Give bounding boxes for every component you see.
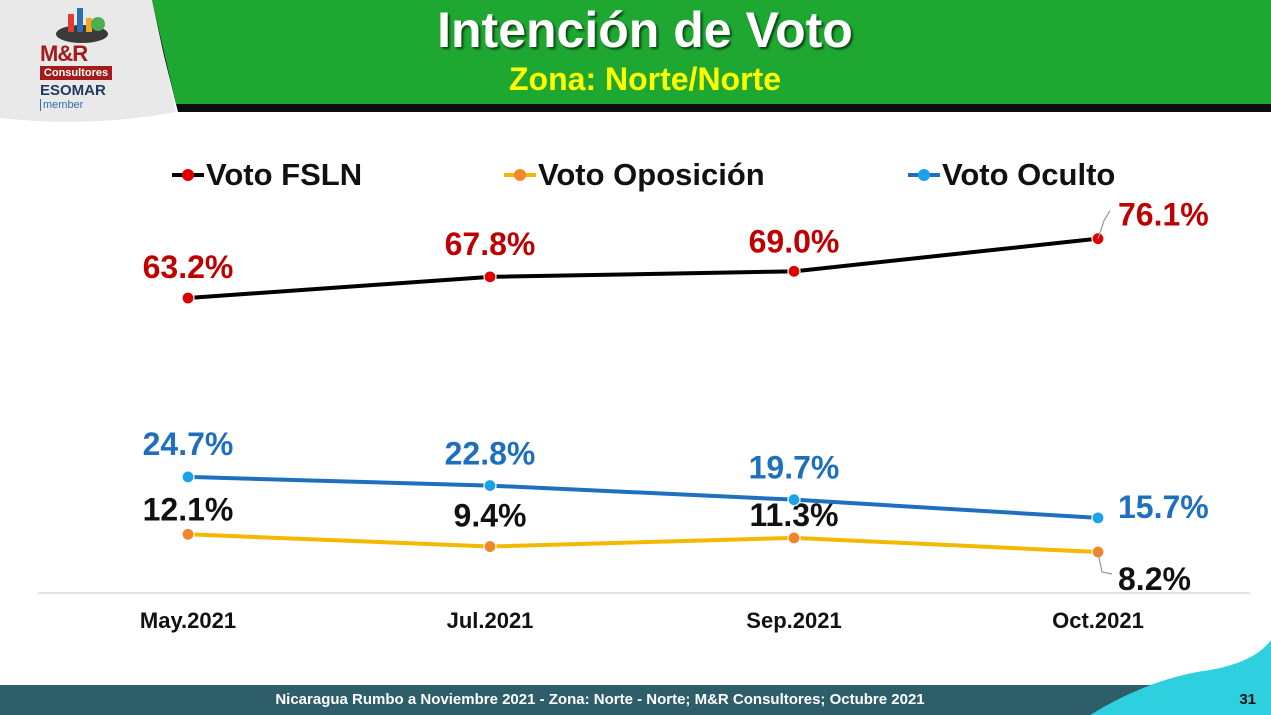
- legend-swatch-oculto: [908, 169, 940, 181]
- data-label-oculto: 19.7%: [749, 450, 840, 486]
- data-point-fsln: [181, 291, 195, 305]
- data-point-fsln: [787, 264, 801, 278]
- data-label-fsln: 76.1%: [1118, 197, 1209, 233]
- legend-label-oculto: Voto Oculto: [942, 157, 1116, 192]
- header-banner: [0, 0, 1271, 122]
- data-label-oposicion: 12.1%: [143, 491, 234, 527]
- series-line-oculto: [187, 474, 1099, 520]
- series-line-fsln: [187, 236, 1099, 300]
- data-point-oposicion: [181, 527, 195, 541]
- logo-member: member: [40, 99, 83, 111]
- data-point-oculto: [787, 493, 801, 507]
- leader-line-fsln: [1097, 210, 1111, 239]
- footer-accent-wave: [1090, 640, 1271, 715]
- data-label-fsln: 63.2%: [143, 249, 234, 285]
- x-tick-label: May.2021: [140, 608, 236, 633]
- data-point-oposicion: [787, 531, 801, 545]
- data-label-fsln: 67.8%: [445, 226, 536, 262]
- data-label-fsln: 69.0%: [749, 223, 840, 259]
- legend-label-fsln: Voto FSLN: [206, 157, 363, 192]
- footer-source: Nicaragua Rumbo a Noviembre 2021 - Zona:…: [275, 691, 925, 708]
- data-point-fsln: [483, 270, 497, 284]
- logo-association: ESOMAR: [40, 82, 106, 99]
- data-label-oposicion: 9.4%: [454, 498, 527, 534]
- series-line-oposicion: [187, 532, 1099, 554]
- logo-chart-icon: [56, 8, 108, 43]
- x-tick-label: Sep.2021: [746, 608, 841, 633]
- page-title: Intención de Voto: [437, 2, 853, 58]
- legend-swatch-oposicion: [504, 169, 536, 181]
- page-subtitle: Zona: Norte/Norte: [509, 61, 781, 97]
- data-point-oculto: [483, 478, 497, 493]
- data-label-oculto: 15.7%: [1118, 489, 1209, 525]
- logo-sub: Consultores: [40, 66, 112, 80]
- footer-bar: Nicaragua Rumbo a Noviembre 2021 - Zona:…: [0, 685, 1271, 715]
- leader-line-oposicion: [1097, 551, 1113, 575]
- data-label-oculto: 22.8%: [445, 436, 536, 472]
- legend-label-oposicion: Voto Oposición: [538, 157, 765, 192]
- x-tick-label: Oct.2021: [1052, 608, 1144, 633]
- page-number: 31: [1239, 691, 1256, 708]
- data-label-oposicion: 8.2%: [1118, 561, 1191, 597]
- legend-swatch-fsln: [172, 169, 204, 181]
- data-point-oposicion: [483, 539, 497, 554]
- company-logo: M&R Consultores ESOMAR member: [0, 0, 160, 118]
- data-point-oculto: [1091, 511, 1105, 525]
- data-label-oculto: 24.7%: [143, 426, 234, 462]
- x-tick-label: Jul.2021: [447, 608, 534, 633]
- data-point-oculto: [181, 470, 195, 484]
- logo-brand: M&R: [40, 41, 88, 66]
